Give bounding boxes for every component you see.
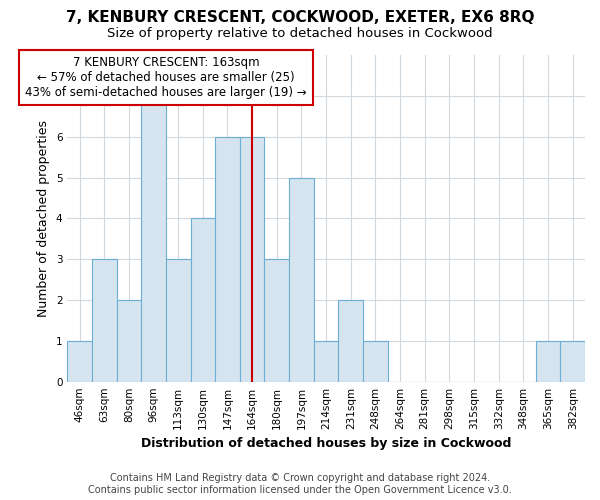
Bar — [141, 96, 166, 382]
Bar — [215, 136, 240, 382]
Bar — [560, 341, 585, 382]
Bar — [116, 300, 141, 382]
Bar — [265, 259, 289, 382]
Text: 7 KENBURY CRESCENT: 163sqm
← 57% of detached houses are smaller (25)
43% of semi: 7 KENBURY CRESCENT: 163sqm ← 57% of deta… — [25, 56, 307, 99]
Bar — [240, 136, 265, 382]
Bar — [67, 341, 92, 382]
Bar — [289, 178, 314, 382]
Bar — [92, 259, 116, 382]
Bar — [363, 341, 388, 382]
Text: 7, KENBURY CRESCENT, COCKWOOD, EXETER, EX6 8RQ: 7, KENBURY CRESCENT, COCKWOOD, EXETER, E… — [66, 10, 534, 25]
Bar — [166, 259, 191, 382]
Y-axis label: Number of detached properties: Number of detached properties — [37, 120, 50, 317]
Bar — [338, 300, 363, 382]
Bar — [314, 341, 338, 382]
Text: Size of property relative to detached houses in Cockwood: Size of property relative to detached ho… — [107, 28, 493, 40]
X-axis label: Distribution of detached houses by size in Cockwood: Distribution of detached houses by size … — [141, 437, 511, 450]
Bar — [191, 218, 215, 382]
Text: Contains HM Land Registry data © Crown copyright and database right 2024.
Contai: Contains HM Land Registry data © Crown c… — [88, 474, 512, 495]
Bar — [536, 341, 560, 382]
